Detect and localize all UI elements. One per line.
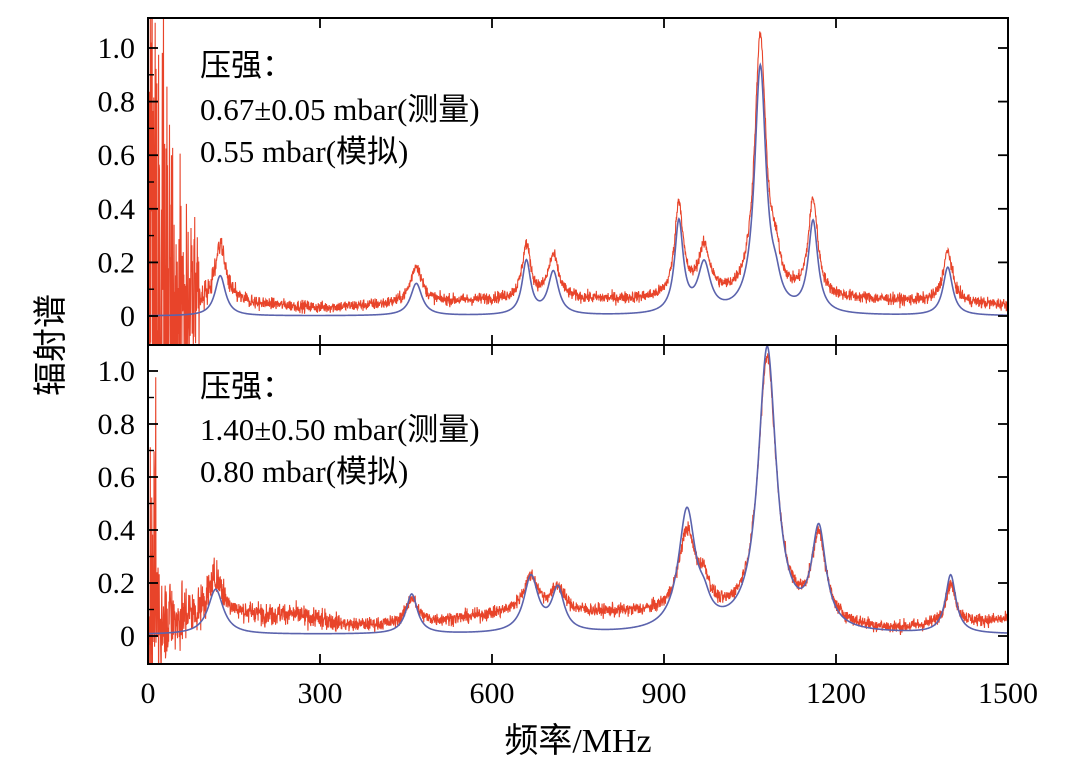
simulated-series-line: [148, 62, 1008, 317]
y-tick-label: 0: [120, 620, 135, 653]
y-tick-label: 0.8: [98, 408, 136, 441]
y-tick-label: 1.0: [98, 355, 136, 388]
x-axis: 0 300 600 900 1200 1500: [141, 677, 1039, 710]
y-tick-label: 0.8: [98, 86, 136, 119]
y-tick-label: 0.4: [98, 193, 136, 226]
y-tick-label: 0.2: [98, 567, 136, 600]
top-panel: 0 0.2 0.4 0.6 0.8 1.0 压强： 0.67±0.05 mbar(测量) 0.5…: [98, 17, 1009, 346]
x-tick-label: 300: [298, 677, 343, 710]
y-axis-title: 辐射谱: [32, 294, 70, 396]
pressure-annotation-line: 压强：: [200, 48, 293, 83]
y-tick-label: 1.0: [98, 32, 136, 65]
pressure-annotation-line: 0.67±0.05 mbar(测量): [200, 92, 480, 127]
pressure-annotation-line: 0.80 mbar(模拟): [200, 454, 408, 489]
x-tick-label: 0: [141, 677, 156, 710]
y-tick-label: 0.2: [98, 246, 136, 279]
x-axis-title: 频率/MHz: [504, 722, 651, 760]
bottom-panel: 0 0.2 0.4 0.6 0.8 1.0 压强： 1.40±0.50 mbar(测量) 0.8…: [98, 344, 1009, 665]
y-tick-label: 0.4: [98, 514, 136, 547]
pressure-annotation-line: 0.55 mbar(模拟): [200, 134, 408, 169]
pressure-annotation-line: 压强：: [200, 369, 293, 404]
x-tick-label: 600: [470, 677, 515, 710]
x-tick-label: 1500: [978, 677, 1038, 710]
x-tick-label: 1200: [806, 677, 866, 710]
measured-series-line: [148, 353, 1008, 664]
y-tick-label: 0.6: [98, 139, 136, 172]
panel-frame: [147, 344, 1009, 665]
y-tick-label: 0.6: [98, 461, 136, 494]
pressure-annotation-line: 1.40±0.50 mbar(测量): [200, 412, 480, 447]
simulated-series-line: [148, 345, 1008, 635]
measured-series-line: [148, 18, 1008, 345]
x-tick-label: 900: [642, 677, 687, 710]
y-tick-label: 0: [120, 300, 135, 333]
